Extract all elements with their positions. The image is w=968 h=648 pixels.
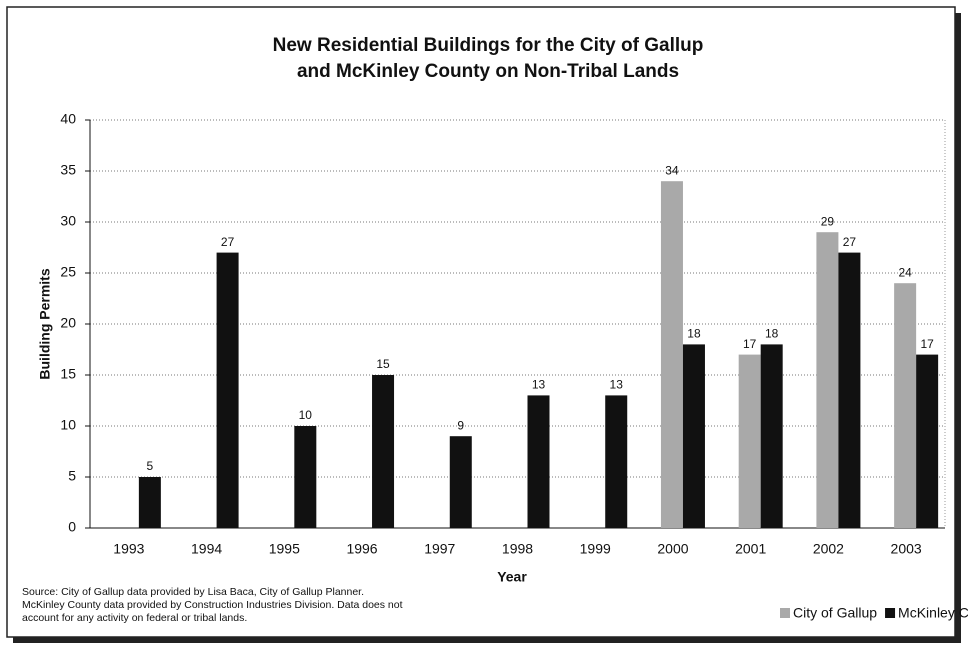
value-label: 24 <box>898 265 912 279</box>
value-label: 13 <box>610 378 624 392</box>
x-tick-label: 1996 <box>346 541 377 557</box>
bar <box>894 283 917 528</box>
x-tick-label: 2002 <box>813 541 844 557</box>
bar <box>682 344 705 528</box>
y-tick-label: 40 <box>60 111 76 127</box>
x-tick-label: 1998 <box>502 541 533 557</box>
x-tick-label: 1997 <box>424 541 455 557</box>
frame <box>6 6 956 638</box>
y-tick-label: 15 <box>60 366 76 382</box>
bar <box>816 232 839 528</box>
bar <box>372 375 395 528</box>
value-label: 17 <box>920 337 934 351</box>
y-tick-label: 0 <box>68 519 76 535</box>
bar <box>294 426 317 528</box>
value-label: 34 <box>665 163 679 177</box>
legend-label: City of Gallup <box>793 605 877 621</box>
x-tick-label: 1995 <box>269 541 300 557</box>
bar <box>738 354 761 528</box>
value-label: 15 <box>376 357 390 371</box>
value-label: 27 <box>843 235 857 249</box>
legend-swatch <box>885 608 896 618</box>
y-tick-label: 30 <box>60 213 76 229</box>
y-tick-label: 5 <box>68 468 76 484</box>
value-label: 29 <box>821 214 835 228</box>
x-tick-label: 1993 <box>113 541 144 557</box>
value-label: 17 <box>743 337 757 351</box>
bar <box>605 395 628 528</box>
source-note: account for any activity on federal or t… <box>22 612 247 624</box>
value-label: 5 <box>147 459 154 473</box>
y-axis-label: Building Permits <box>37 268 53 379</box>
value-label: 18 <box>765 327 779 341</box>
bar <box>449 436 472 528</box>
value-label: 13 <box>532 378 546 392</box>
value-label: 27 <box>221 235 235 249</box>
legend-label: McKinley County <box>898 605 968 621</box>
chart-title: and McKinley County on Non-Tribal Lands <box>297 61 679 82</box>
bar <box>838 252 861 528</box>
y-tick-label: 35 <box>60 162 76 178</box>
y-tick-label: 25 <box>60 264 76 280</box>
x-tick-label: 1999 <box>580 541 611 557</box>
bar <box>216 252 239 528</box>
value-label: 18 <box>687 327 701 341</box>
bar <box>660 181 683 528</box>
x-tick-label: 2001 <box>735 541 766 557</box>
value-label: 9 <box>457 418 464 432</box>
chart-title: New Residential Buildings for the City o… <box>273 35 704 56</box>
value-label: 10 <box>299 408 313 422</box>
y-tick-label: 10 <box>60 417 76 433</box>
x-tick-label: 2000 <box>657 541 688 557</box>
bar <box>916 354 939 528</box>
x-tick-label: 1994 <box>191 541 222 557</box>
source-note: McKinley County data provided by Constru… <box>22 599 403 611</box>
x-axis-label: Year <box>497 569 527 585</box>
x-tick-label: 2003 <box>891 541 922 557</box>
bar <box>138 477 161 528</box>
y-tick-label: 20 <box>60 315 76 331</box>
bar <box>760 344 783 528</box>
bar <box>527 395 550 528</box>
source-note: Source: City of Gallup data provided by … <box>22 586 364 598</box>
legend-swatch <box>780 608 790 618</box>
